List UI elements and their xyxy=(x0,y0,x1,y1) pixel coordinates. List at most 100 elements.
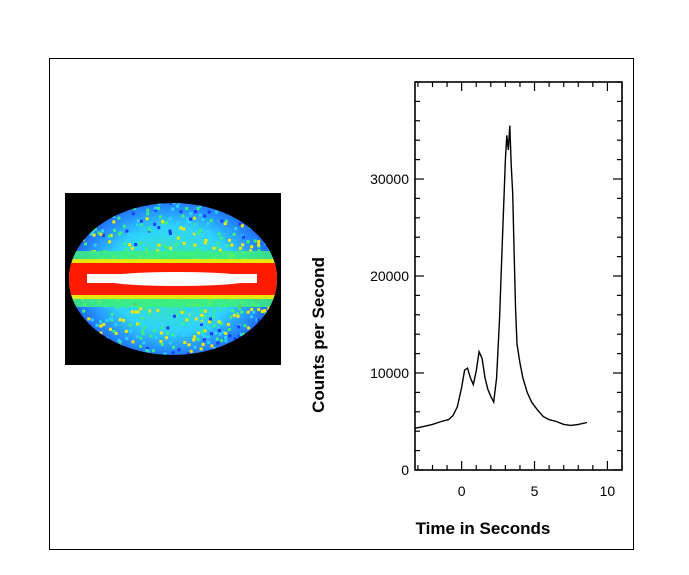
all-sky-map-image xyxy=(65,193,281,365)
sky-map-speckle xyxy=(125,195,128,198)
sky-map-speckle xyxy=(88,207,92,211)
sky-map-speckle xyxy=(276,315,277,319)
sky-map-speckle xyxy=(179,354,183,355)
sky-map-speckle xyxy=(238,222,242,226)
sky-map-speckle xyxy=(158,324,162,328)
sky-map-speckle xyxy=(215,246,219,250)
sky-map-speckle xyxy=(101,206,105,210)
x-tick-label: 0 xyxy=(458,483,466,499)
sky-map-speckle xyxy=(152,329,156,333)
sky-map-speckle xyxy=(160,307,163,311)
sky-map-speckle xyxy=(228,334,232,338)
sky-map-speckle xyxy=(65,337,68,340)
sky-map-speckle xyxy=(118,305,122,309)
sky-map-speckle xyxy=(107,234,111,238)
sky-map-speckle xyxy=(280,199,281,202)
sky-map-speckle xyxy=(98,353,102,355)
sky-map-speckle xyxy=(164,336,168,340)
sky-map-speckle xyxy=(234,227,238,230)
sky-map-speckle xyxy=(83,209,87,213)
sky-map-speckle xyxy=(151,358,154,361)
sky-map-speckle xyxy=(255,318,259,322)
sky-map-speckle xyxy=(269,360,272,363)
sky-map-speckle xyxy=(224,339,228,343)
sky-map-speckle xyxy=(168,341,172,345)
sky-map-speckle xyxy=(202,351,206,355)
sky-map-speckle xyxy=(156,308,160,312)
sky-map-speckle xyxy=(207,198,210,201)
sky-map-speckle xyxy=(159,215,163,219)
sky-map-speckle xyxy=(273,210,277,214)
sky-map-speckle xyxy=(242,235,245,239)
sky-map-speckle xyxy=(113,196,116,199)
sky-map-speckle xyxy=(242,332,246,336)
sky-map-speckle xyxy=(139,307,143,311)
sky-map-speckle xyxy=(222,330,226,334)
sky-map-speckle xyxy=(83,203,87,204)
sky-map-speckle xyxy=(256,198,259,201)
sky-map-speckle xyxy=(165,246,169,250)
sky-map-speckle xyxy=(225,203,229,205)
y-tick-label: 20000 xyxy=(370,268,409,284)
sky-map-speckle xyxy=(166,235,170,239)
sky-map-speckle xyxy=(182,227,186,231)
sky-map-speckle xyxy=(82,210,86,214)
sky-map-speckle xyxy=(201,332,205,336)
sky-map-speckle xyxy=(69,261,71,265)
sky-map-speckle xyxy=(149,334,153,338)
sky-map-speckle xyxy=(70,233,74,237)
sky-map-speckle xyxy=(119,344,123,348)
sky-map-speckle xyxy=(185,238,189,242)
sky-map-speckle xyxy=(101,229,105,233)
sky-map-speckle xyxy=(185,207,189,210)
sky-map-speckle xyxy=(260,203,264,206)
sky-map-speckle xyxy=(220,236,224,240)
sky-map-speckle xyxy=(248,219,252,223)
sky-map-speckle xyxy=(266,194,269,197)
sky-map-speckle xyxy=(219,322,223,325)
sky-map-speckle xyxy=(136,322,140,326)
sky-map-speckle xyxy=(109,234,113,237)
sky-map-speckle xyxy=(249,219,253,223)
sky-map-speckle xyxy=(136,219,140,223)
sky-map-speckle xyxy=(232,232,236,236)
sky-map-speckle xyxy=(187,343,191,347)
sky-map-speckle xyxy=(220,362,223,365)
sky-map-speckle xyxy=(238,345,242,349)
sky-map-speckle xyxy=(257,240,261,244)
sky-map-speckle xyxy=(75,335,79,339)
sky-map-speckle xyxy=(261,340,265,344)
sky-map-speckle xyxy=(208,320,211,324)
sky-map-speckle xyxy=(183,355,186,358)
sky-map-speckle xyxy=(212,309,216,313)
sky-map-speckle xyxy=(280,312,281,315)
sky-map-speckle xyxy=(166,193,169,196)
sky-map-speckle xyxy=(280,206,281,209)
sky-map-speckle xyxy=(256,338,260,342)
sky-map-speckle xyxy=(246,310,250,314)
sky-map-speckle xyxy=(100,338,104,342)
sky-map-speckle xyxy=(263,203,267,206)
sky-map-speckle xyxy=(93,227,97,231)
sky-map-speckle xyxy=(278,270,281,273)
sky-map-speckle xyxy=(125,229,129,233)
y-tick-label: 10000 xyxy=(370,365,409,381)
sky-map-speckle xyxy=(182,310,186,314)
sky-map-speckle xyxy=(89,232,93,236)
sky-map-speckle xyxy=(143,326,147,330)
sky-map-speckle xyxy=(275,320,277,324)
sky-map-speckle xyxy=(112,329,116,333)
sky-map-speckle xyxy=(275,245,277,249)
sky-map-speckle xyxy=(264,311,268,315)
sky-map-speckle xyxy=(257,248,261,252)
sky-map-speckle xyxy=(249,225,253,229)
sky-map-speckle xyxy=(262,210,266,214)
sky-map-speckle xyxy=(257,325,261,328)
sky-map-speckle xyxy=(255,341,259,345)
sky-map-speckle xyxy=(179,210,183,214)
sky-map-speckle xyxy=(268,358,271,361)
sky-map-speckle xyxy=(108,240,112,244)
sky-map-speckle xyxy=(157,243,161,247)
sky-map-speckle xyxy=(239,214,243,218)
sky-map-speckle xyxy=(248,352,251,355)
